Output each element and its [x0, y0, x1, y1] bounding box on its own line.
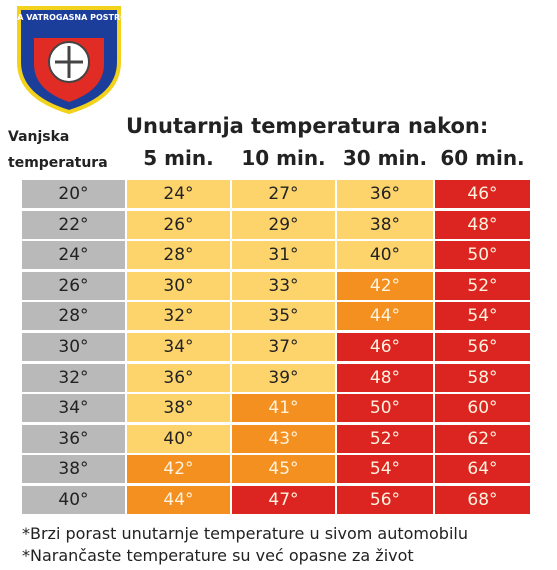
- column-group-header: Unutarnja temperatura nakon:: [126, 114, 489, 138]
- table-cell: 28°: [127, 241, 230, 270]
- row-label-cell: 26°: [22, 271, 125, 300]
- table-cell: 68°: [435, 486, 530, 514]
- row-label-cell: 22°: [22, 210, 125, 239]
- table-cell: 39°: [232, 363, 335, 392]
- table-cell: 47°: [232, 486, 335, 514]
- table-cell: 24°: [127, 180, 230, 208]
- table-cell: 27°: [232, 180, 335, 208]
- row-label-cell: 24°: [22, 241, 125, 270]
- table-cell: 45°: [232, 455, 335, 484]
- table-cell: 48°: [435, 210, 530, 239]
- row-label-cell: 20°: [22, 180, 125, 208]
- table-cell: 42°: [337, 271, 433, 300]
- table-cell: 29°: [232, 210, 335, 239]
- table-cell: 34°: [127, 333, 230, 361]
- table-cell: 43°: [232, 424, 335, 453]
- table-cell: 50°: [337, 394, 433, 423]
- table-cell: 33°: [232, 271, 335, 300]
- table-cell: 54°: [337, 455, 433, 484]
- row-label-cell: 38°: [22, 455, 125, 484]
- table-cell: 58°: [435, 363, 530, 392]
- table-cell: 35°: [232, 302, 335, 331]
- table-cell: 30°: [127, 271, 230, 300]
- logo: JAVNA VATROGASNA POSTROJBA: [14, 6, 124, 114]
- row-header-line: temperatura: [8, 155, 108, 171]
- table-cell: 31°: [232, 241, 335, 270]
- table-cell: 52°: [435, 271, 530, 300]
- table-cell: 42°: [127, 455, 230, 484]
- table-cell: 50°: [435, 241, 530, 270]
- table-cell: 64°: [435, 455, 530, 484]
- table-cell: 41°: [232, 394, 335, 423]
- column-header: 30 min.: [342, 146, 428, 170]
- row-label-cell: 28°: [22, 302, 125, 331]
- table-cell: 52°: [337, 424, 433, 453]
- table-cell: 40°: [127, 424, 230, 453]
- table-cell: 36°: [127, 363, 230, 392]
- row-label-cell: 34°: [22, 394, 125, 423]
- table-cell: 62°: [435, 424, 530, 453]
- column-header: 10 min.: [241, 146, 326, 170]
- table-cell: 40°: [337, 241, 433, 270]
- row-header: Vanjska temperatura: [8, 124, 108, 176]
- logo-cross: [55, 46, 83, 78]
- footnote: *Brzi porast unutarnje temperature u siv…: [22, 524, 468, 543]
- table-cell: 60°: [435, 394, 530, 423]
- table-cell: 32°: [127, 302, 230, 331]
- table-cell: 46°: [337, 333, 433, 361]
- table-cell: 37°: [232, 333, 335, 361]
- row-label-cell: 30°: [22, 333, 125, 361]
- table-cell: 56°: [337, 486, 433, 514]
- table-cell: 38°: [337, 210, 433, 239]
- table-cell: 54°: [435, 302, 530, 331]
- table-cell: 26°: [127, 210, 230, 239]
- table-cell: 44°: [337, 302, 433, 331]
- row-label-cell: 32°: [22, 363, 125, 392]
- table-cell: 56°: [435, 333, 530, 361]
- table-cell: 46°: [435, 180, 530, 208]
- table-cell: 44°: [127, 486, 230, 514]
- footnote: *Narančaste temperature su već opasne za…: [22, 546, 414, 565]
- row-header-line: Vanjska: [8, 129, 70, 145]
- row-label-cell: 36°: [22, 424, 125, 453]
- table-cell: 36°: [337, 180, 433, 208]
- row-label-cell: 40°: [22, 486, 125, 514]
- table-cell: 38°: [127, 394, 230, 423]
- column-header: 5 min.: [143, 146, 214, 170]
- table-cell: 48°: [337, 363, 433, 392]
- column-header: 60 min.: [440, 146, 525, 170]
- logo-text: JAVNA VATROGASNA POSTROJBA: [14, 13, 124, 22]
